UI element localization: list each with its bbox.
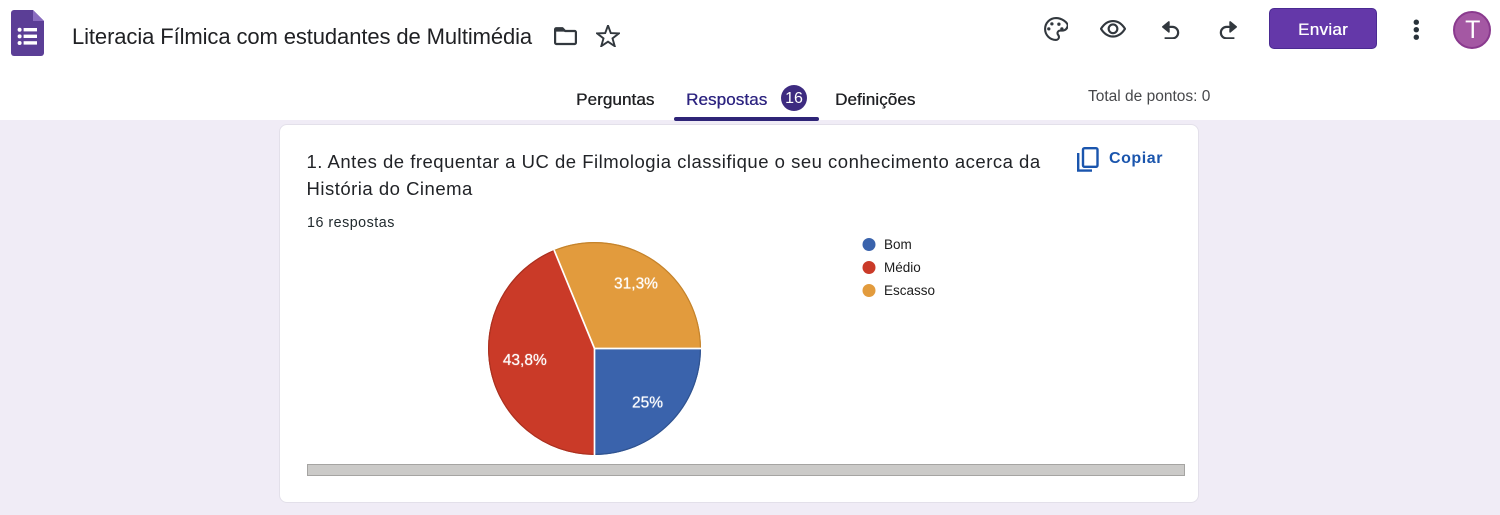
svg-text:43,8%: 43,8%: [503, 352, 547, 369]
svg-text:25%: 25%: [632, 394, 663, 411]
svg-text:Escasso: Escasso: [884, 283, 935, 298]
svg-text:31,3%: 31,3%: [614, 275, 658, 292]
svg-text:Bom: Bom: [884, 237, 912, 252]
svg-text:Médio: Médio: [884, 260, 921, 275]
